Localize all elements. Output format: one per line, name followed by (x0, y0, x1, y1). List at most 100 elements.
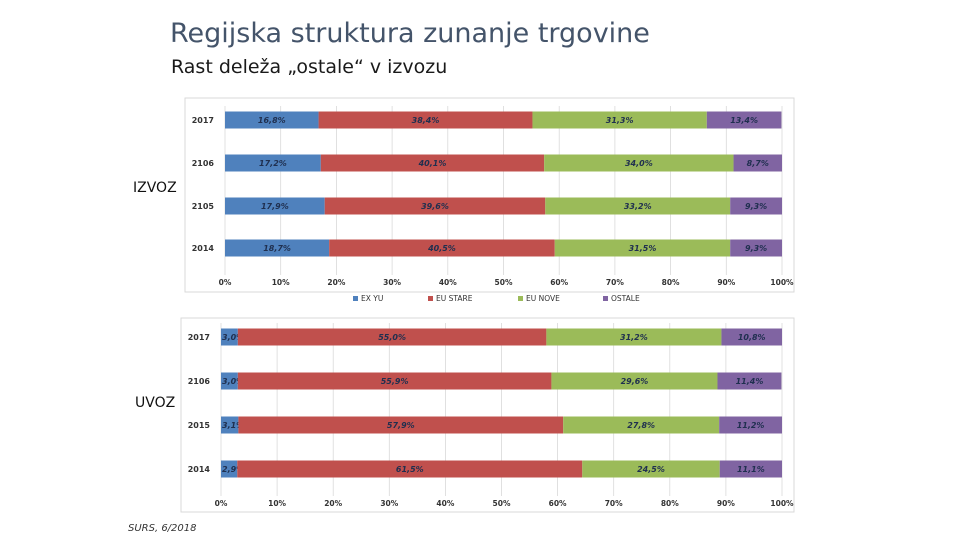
data-label: 57,9% (387, 421, 415, 430)
legend-swatch (428, 296, 433, 301)
data-label: 9,3% (745, 202, 767, 211)
source-note: SURS, 6/2018 (128, 523, 197, 534)
category-label: 2017 (188, 333, 210, 342)
bar-segment (563, 416, 720, 434)
bar-segment (225, 239, 330, 257)
bar-segment (320, 154, 545, 172)
legend-swatch (353, 296, 358, 301)
x-tick-label: 10% (272, 278, 290, 287)
bar-segment (329, 239, 555, 257)
bar-segment (225, 197, 325, 215)
uvoz-label: UVOZ (135, 395, 176, 411)
bar-segment (237, 460, 583, 478)
data-label: 29,6% (621, 377, 649, 386)
data-label: 11,2% (737, 421, 765, 430)
bar-segment (221, 460, 238, 478)
data-label: 16,8% (258, 116, 286, 125)
category-label: 2014 (192, 244, 215, 253)
data-label: 17,2% (259, 159, 287, 168)
x-tick-label: 50% (495, 278, 513, 287)
bar-segment (324, 197, 546, 215)
data-label: 40,1% (418, 159, 447, 168)
bar-segment (545, 197, 731, 215)
legend-label: OSTALE (611, 294, 640, 303)
bar-segment (225, 111, 319, 129)
data-label: 8,7% (747, 159, 769, 168)
page-title: Regijska struktura zunanje trgovine (170, 18, 650, 49)
data-label: 18,7% (263, 244, 291, 253)
data-label: 3,0% (222, 377, 244, 386)
bar-segment (730, 197, 782, 215)
data-label: 24,5% (637, 465, 665, 474)
data-label: 3,1% (222, 421, 244, 430)
x-tick-label: 10% (268, 499, 286, 508)
bar-segment (238, 416, 564, 434)
x-tick-label: 100% (770, 278, 794, 287)
data-label: 10,8% (738, 333, 766, 342)
data-label: 27,8% (627, 421, 655, 430)
category-label: 2014 (188, 465, 211, 474)
bar-segment (237, 328, 547, 346)
page-subtitle: Rast deleža „ostale“ v izvozu (171, 56, 448, 78)
chart-frame (184, 97, 795, 293)
x-tick-label: 80% (662, 278, 680, 287)
data-label: 31,3% (606, 116, 634, 125)
x-tick-label: 40% (439, 278, 457, 287)
bar-segment (221, 416, 239, 434)
category-label: 2017 (192, 116, 214, 125)
izvoz-chart: 0% 10% 20% 30% 40% 50% 60% 70% 80% 90% 100% 2017 16,… (184, 97, 795, 303)
data-label: 61,5% (396, 465, 424, 474)
bar-segment (551, 372, 718, 390)
data-label: 39,6% (421, 202, 449, 211)
bar-segment (544, 154, 734, 172)
x-tick-label: 0% (215, 499, 228, 508)
chart-frame (180, 317, 795, 513)
bar-segment (546, 328, 722, 346)
bar-segment (730, 239, 782, 257)
category-label: 2105 (192, 202, 215, 211)
bar-segment (719, 416, 782, 434)
x-tick-label: 60% (550, 278, 568, 287)
data-label: 55,0% (378, 333, 406, 342)
bar-segment (225, 154, 321, 172)
data-label: 9,3% (745, 244, 767, 253)
x-tick-label: 90% (717, 499, 735, 508)
data-label: 31,5% (629, 244, 657, 253)
bar-segment (221, 328, 238, 346)
category-label: 2015 (188, 421, 211, 430)
x-tick-label: 40% (436, 499, 454, 508)
data-label: 55,9% (381, 377, 409, 386)
category-label: 2106 (192, 159, 215, 168)
x-tick-label: 30% (380, 499, 398, 508)
legend-swatch (603, 296, 608, 301)
x-tick-label: 100% (770, 499, 794, 508)
x-tick-label: 30% (383, 278, 401, 287)
data-label: 40,5% (427, 244, 456, 253)
legend-swatch (518, 296, 523, 301)
bar-segment (721, 328, 782, 346)
bar-segment (532, 111, 707, 129)
bar-segment (582, 460, 720, 478)
bar-segment (554, 239, 731, 257)
legend-label: EX YU (361, 294, 383, 303)
bar-segment (706, 111, 782, 129)
x-tick-label: 70% (606, 278, 624, 287)
legend-label: EU NOVE (526, 294, 560, 303)
uvoz-chart: 0% 10% 20% 30% 40% 50% 60% 70% 80% 90% 100% 2017 3,0… (180, 317, 795, 513)
bar-segment (717, 372, 782, 390)
x-tick-label: 0% (219, 278, 232, 287)
data-label: 11,4% (736, 377, 764, 386)
izvoz-label: IZVOZ (133, 180, 177, 196)
data-label: 11,1% (737, 465, 765, 474)
data-label: 38,4% (412, 116, 440, 125)
data-label: 17,9% (261, 202, 289, 211)
bar-segment (733, 154, 782, 172)
x-tick-label: 90% (717, 278, 735, 287)
bar-segment (221, 372, 238, 390)
data-label: 31,2% (620, 333, 648, 342)
x-tick-label: 50% (493, 499, 511, 508)
x-tick-label: 20% (327, 278, 345, 287)
x-tick-label: 20% (324, 499, 342, 508)
bar-segment (237, 372, 552, 390)
